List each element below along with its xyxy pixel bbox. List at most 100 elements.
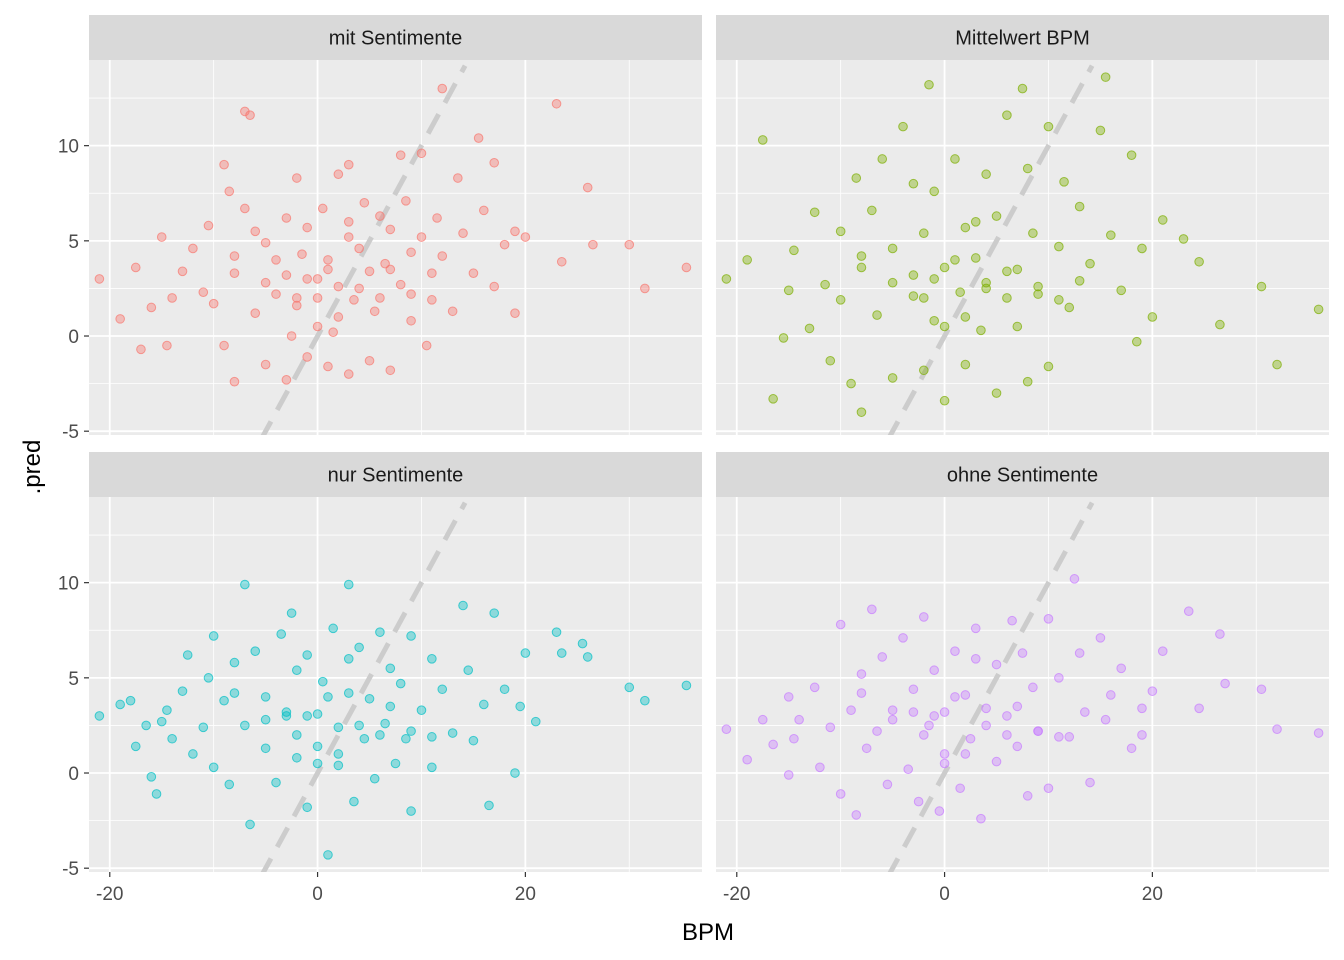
data-point [981, 720, 991, 731]
data-point [1028, 228, 1038, 239]
data-point [1126, 150, 1137, 160]
data-point [468, 735, 479, 746]
panel-background [89, 497, 702, 872]
data-point [908, 270, 919, 280]
data-point [582, 182, 593, 193]
x-tick-label: -20 [96, 884, 123, 905]
data-point [556, 648, 567, 658]
y-tick-label: 0 [68, 327, 79, 348]
data-point [1002, 110, 1012, 121]
data-point [861, 743, 872, 754]
panel-plot-area [89, 60, 702, 435]
data-point [976, 813, 986, 824]
data-point [260, 692, 271, 702]
data-point [1106, 230, 1116, 240]
data-point [1074, 201, 1085, 212]
data-point [1033, 289, 1043, 299]
data-point [291, 665, 302, 676]
data-point [804, 323, 815, 334]
data-point [156, 716, 167, 727]
data-point [229, 657, 240, 668]
data-point [955, 783, 965, 794]
data-point [354, 720, 364, 731]
data-point [1256, 684, 1267, 695]
panel-background [89, 60, 702, 435]
data-point [1313, 304, 1324, 315]
data-point [960, 222, 971, 233]
data-point [177, 686, 188, 696]
data-point [291, 173, 302, 183]
data-point [312, 274, 323, 284]
data-point [271, 777, 281, 788]
data-point [479, 205, 489, 216]
data-point [1012, 321, 1023, 332]
reference-line [887, 64, 1095, 435]
data-point [343, 654, 354, 664]
data-point [851, 173, 862, 183]
data-point [385, 224, 396, 235]
data-point [882, 779, 893, 790]
x-tick-label: -20 [723, 884, 750, 905]
data-point [551, 627, 562, 637]
data-point [960, 312, 971, 322]
data-point [1157, 215, 1168, 225]
data-point [453, 173, 463, 183]
panel-plot-area [89, 497, 702, 872]
data-point [1064, 302, 1075, 313]
data-point [281, 707, 292, 717]
data-point [1131, 336, 1142, 347]
data-point [245, 110, 255, 121]
data-point [835, 789, 846, 799]
data-point [1194, 256, 1204, 267]
data-point [224, 779, 235, 790]
data-point [582, 652, 593, 662]
data-point [939, 395, 950, 406]
data-point [260, 714, 271, 725]
data-point [359, 733, 370, 744]
data-point [887, 243, 898, 254]
facet-strip-label: ohne Sentimente [947, 465, 1098, 487]
data-point [510, 308, 520, 318]
data-point [312, 709, 323, 719]
data-point [1064, 732, 1075, 742]
data-point [835, 619, 846, 630]
data-point [271, 289, 281, 299]
data-point [510, 768, 520, 778]
data-point [162, 340, 172, 351]
data-point [1147, 312, 1158, 322]
data-point [427, 654, 437, 664]
data-point [354, 283, 364, 294]
facet-panel-nur-sentimente: nur Sentimente -5 0 5 10 -20 0 20 [58, 452, 702, 905]
data-point [908, 291, 919, 301]
data-point [1012, 701, 1023, 712]
data-point [908, 707, 919, 717]
data-point [1069, 574, 1080, 584]
data-point [1043, 121, 1054, 132]
data-point [783, 692, 794, 702]
data-point [1012, 264, 1023, 275]
data-point [794, 714, 804, 725]
data-point [970, 217, 981, 227]
reference-line [260, 501, 468, 872]
data-point [188, 749, 198, 759]
data-point [1137, 730, 1147, 740]
data-point [380, 718, 390, 729]
data-point [1085, 777, 1095, 788]
data-point [939, 321, 950, 332]
data-point [302, 274, 312, 284]
data-point [887, 373, 898, 383]
panel-background [716, 497, 1329, 872]
data-point [783, 770, 794, 780]
data-point [240, 720, 250, 731]
data-point [640, 283, 650, 294]
data-point [924, 720, 934, 731]
data-point [406, 315, 416, 326]
data-point [856, 251, 867, 261]
data-point [208, 631, 219, 641]
data-point [510, 226, 520, 237]
data-point [530, 716, 541, 727]
data-point [317, 203, 328, 214]
y-tick-label: 5 [68, 669, 79, 690]
data-point [1095, 125, 1106, 136]
data-point [825, 722, 836, 733]
